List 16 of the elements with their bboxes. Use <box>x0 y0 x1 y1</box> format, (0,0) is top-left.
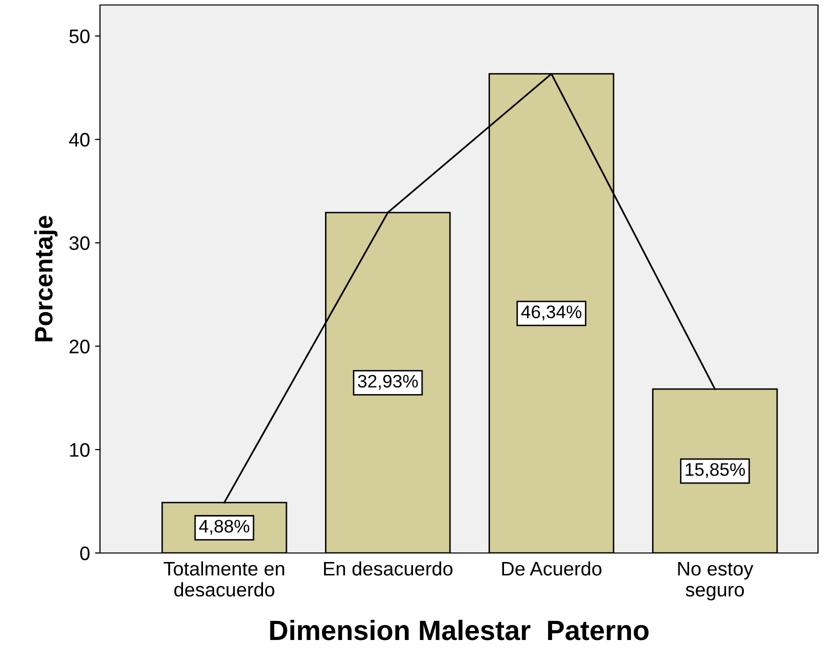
data-label: 15,85% <box>686 463 745 478</box>
x-tick-label: No estoy seguro <box>678 562 754 600</box>
data-label: 32,93% <box>358 374 418 390</box>
y-tick-label: 30 <box>69 236 90 250</box>
y-tick-label: 40 <box>69 132 90 147</box>
x-tick-label: Totalmente en desacuerdo <box>164 561 284 597</box>
data-label: 46,34% <box>521 305 582 320</box>
y-tick-label: 50 <box>69 29 90 44</box>
y-axis-title: Porcentaje <box>34 216 58 342</box>
x-tick-label: De Acuerdo <box>502 561 602 576</box>
x-tick-label: En desacuerdo <box>324 561 452 576</box>
y-tick-label: 10 <box>70 443 90 457</box>
y-tick-label: 20 <box>70 340 90 354</box>
y-tick-label: 0 <box>80 546 90 560</box>
x-axis-title: Dimension Malestar Paterno <box>270 620 649 640</box>
data-label: 4,88% <box>199 520 250 535</box>
